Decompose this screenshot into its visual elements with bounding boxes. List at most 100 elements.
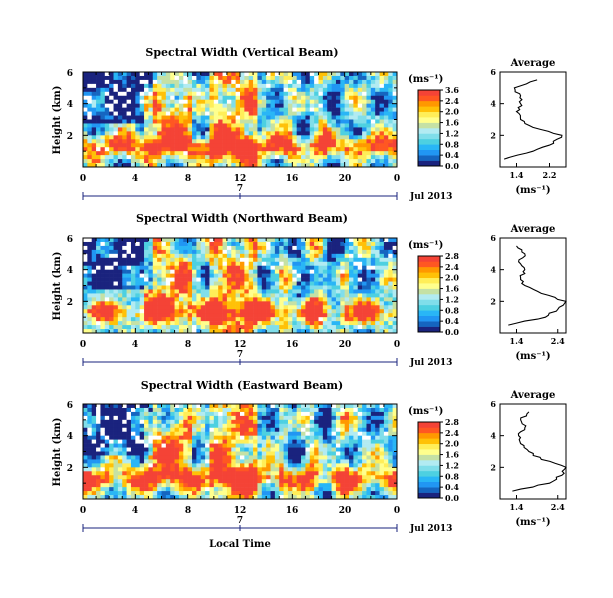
heatmap-cell bbox=[161, 79, 167, 85]
heatmap-cell bbox=[370, 313, 376, 318]
heatmap-cell bbox=[357, 151, 363, 156]
heatmap-cell bbox=[174, 123, 180, 128]
heatmap-cell bbox=[122, 273, 127, 278]
heatmap-cell bbox=[122, 289, 127, 294]
heatmap-cell bbox=[340, 261, 345, 267]
heatmap-cell bbox=[174, 115, 180, 120]
heatmap-cell bbox=[148, 483, 154, 488]
heatmap-cell bbox=[370, 257, 376, 263]
heatmap-cell bbox=[305, 435, 311, 440]
heatmap-cell bbox=[366, 135, 372, 140]
heatmap-cell bbox=[187, 245, 193, 251]
heatmap-cell bbox=[305, 463, 311, 468]
heatmap-cell bbox=[148, 407, 154, 413]
heatmap-cell bbox=[130, 407, 136, 413]
heatmap-cell bbox=[117, 419, 123, 425]
heatmap-cell bbox=[117, 427, 123, 433]
heatmap-cell bbox=[248, 301, 254, 306]
heatmap-cell bbox=[292, 72, 297, 77]
heatmap-cell bbox=[318, 131, 324, 136]
heatmap-cell bbox=[353, 325, 359, 330]
heatmap-cell bbox=[274, 143, 280, 148]
heatmap-cell bbox=[266, 495, 271, 500]
heatmap-cell bbox=[213, 107, 219, 112]
heatmap-cell bbox=[122, 491, 127, 496]
heatmap-cell bbox=[130, 487, 136, 492]
heatmap-cell bbox=[196, 107, 202, 112]
heatmap-cell bbox=[209, 495, 215, 500]
heatmap-cell bbox=[379, 293, 385, 298]
heatmap-cell bbox=[314, 163, 319, 168]
heatmap-cell bbox=[157, 415, 162, 421]
heatmap-cell bbox=[222, 87, 228, 93]
heatmap-cell bbox=[283, 75, 289, 81]
heatmap-cell bbox=[322, 127, 328, 132]
heatmap-cell bbox=[370, 289, 376, 294]
heatmap-cell bbox=[104, 241, 110, 247]
heatmap-cell bbox=[292, 423, 297, 429]
heatmap-cell bbox=[375, 111, 380, 116]
heatmap-cell bbox=[192, 297, 197, 302]
heatmap-cell bbox=[117, 253, 123, 259]
heatmap-cell bbox=[340, 91, 345, 97]
heatmap-cell bbox=[309, 103, 315, 108]
heatmap-cell bbox=[205, 329, 210, 334]
heatmap-cell bbox=[83, 103, 88, 108]
heatmap-cell bbox=[296, 143, 302, 148]
heatmap-cell bbox=[157, 325, 162, 330]
heatmap-cell bbox=[91, 495, 97, 500]
heatmap-cell bbox=[270, 407, 276, 413]
heatmap-cell bbox=[178, 475, 184, 480]
heatmap-cell bbox=[261, 147, 267, 152]
heatmap-cell bbox=[226, 415, 232, 421]
heatmap-cell bbox=[218, 415, 223, 421]
heatmap-cell bbox=[200, 415, 206, 421]
heatmap-cell bbox=[287, 455, 293, 460]
heatmap-cell bbox=[340, 99, 345, 104]
heatmap-cell bbox=[222, 415, 228, 421]
heatmap-cell bbox=[279, 463, 284, 468]
heatmap-cell bbox=[274, 265, 280, 270]
heatmap-cell bbox=[205, 119, 210, 124]
heatmap-cell bbox=[187, 75, 193, 81]
heatmap-cell bbox=[170, 107, 175, 112]
heatmap-cell bbox=[126, 91, 132, 97]
heatmap-cell bbox=[104, 297, 110, 302]
heatmap-cell bbox=[279, 427, 284, 433]
heatmap-cell bbox=[144, 163, 149, 168]
heatmap-cell bbox=[257, 143, 263, 148]
heatmap-cell bbox=[235, 95, 241, 101]
heatmap-cell bbox=[96, 281, 101, 286]
heatmap-cell bbox=[178, 455, 184, 460]
y-ticks: 6 4 2 bbox=[67, 69, 73, 142]
heatmap-cell bbox=[274, 407, 280, 413]
heatmap-cell bbox=[91, 159, 97, 164]
heatmap-cell bbox=[170, 111, 175, 116]
heatmap-cell bbox=[261, 261, 267, 267]
heatmap-cell bbox=[226, 151, 232, 156]
heatmap-cell bbox=[244, 285, 250, 290]
heatmap-cell bbox=[296, 91, 302, 97]
heatmap-cell bbox=[113, 87, 119, 93]
heatmap-cell bbox=[152, 309, 158, 314]
heatmap-cell bbox=[248, 495, 254, 500]
heatmap-cell bbox=[296, 293, 302, 298]
heatmap-cell bbox=[279, 491, 284, 496]
heatmap-cell bbox=[301, 123, 306, 128]
heatmap-cell bbox=[266, 72, 271, 77]
heatmap-cell bbox=[109, 301, 114, 306]
heatmap-cell bbox=[170, 463, 175, 468]
colorbar-swatch bbox=[418, 100, 440, 107]
heatmap-cell bbox=[113, 463, 119, 468]
heatmap-cell bbox=[209, 427, 215, 433]
heatmap-cell bbox=[305, 317, 311, 322]
heatmap-cell bbox=[209, 313, 215, 318]
heatmap-cell bbox=[261, 281, 267, 286]
heatmap-cell bbox=[257, 455, 263, 460]
heatmap-cell bbox=[130, 321, 136, 326]
heatmap-cell bbox=[274, 155, 280, 160]
heatmap-cell bbox=[113, 155, 119, 160]
heatmap-cell bbox=[100, 447, 106, 452]
heatmap-cell bbox=[314, 325, 319, 330]
heatmap-cell bbox=[379, 329, 385, 334]
